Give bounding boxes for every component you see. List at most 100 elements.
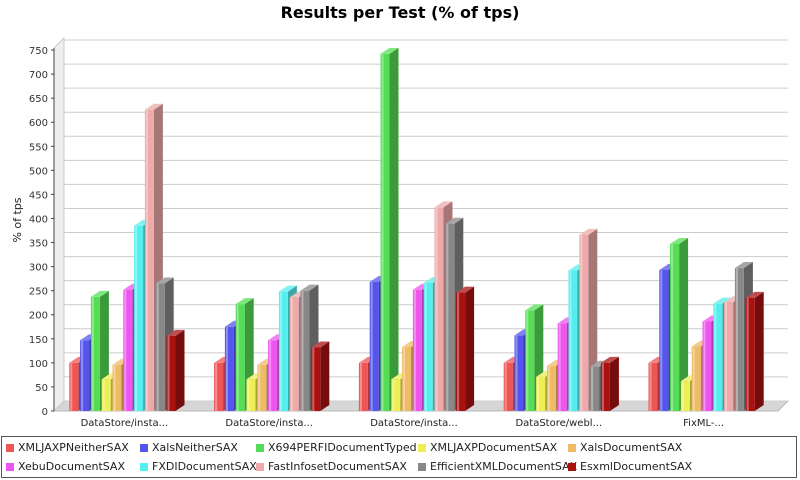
bar-highlight <box>156 283 159 411</box>
chart-title: Results per Test (% of tps) <box>281 3 520 22</box>
y-tick-label: 150 <box>29 335 48 346</box>
bar-highlight <box>580 234 583 411</box>
bar <box>257 364 267 411</box>
bar <box>289 297 299 411</box>
bar-side <box>609 356 619 411</box>
bar <box>80 340 90 411</box>
bar-highlight <box>671 243 674 411</box>
legend-swatch <box>418 462 426 471</box>
bar <box>590 366 600 411</box>
bar-top <box>311 341 330 348</box>
bar-top <box>456 286 475 293</box>
bar-highlight <box>70 362 73 411</box>
bar-highlight <box>135 225 138 411</box>
y-tick-label: 650 <box>29 94 48 105</box>
bar-side <box>389 47 399 412</box>
bar-highlight <box>290 297 293 411</box>
bar-highlight <box>446 223 449 411</box>
bar-top <box>166 329 185 336</box>
y-tick-label: 100 <box>29 359 48 370</box>
legend-label: EsxmlDocumentSAX <box>580 460 693 473</box>
bar <box>568 270 578 411</box>
bar-side <box>754 291 764 411</box>
bar-highlight <box>457 292 460 411</box>
bar <box>112 364 122 411</box>
bar <box>358 362 368 411</box>
bar-highlight <box>258 364 261 411</box>
bar-highlight <box>601 362 604 411</box>
bar-highlight <box>649 362 652 411</box>
bar-highlight <box>145 109 148 412</box>
bar-highlight <box>703 321 706 411</box>
bar-highlight <box>660 269 663 411</box>
legend-item: XalsNeitherSAX <box>140 441 238 454</box>
legend-swatch <box>568 462 576 471</box>
bar <box>691 346 701 411</box>
bar <box>445 223 455 411</box>
y-tick-label: 300 <box>29 263 48 274</box>
bar-top <box>745 291 764 298</box>
bar <box>369 282 379 411</box>
bar <box>423 282 433 411</box>
bar <box>503 362 513 411</box>
bar-highlight <box>714 303 717 411</box>
bar-highlight <box>113 364 116 411</box>
bar <box>224 326 234 411</box>
legend: XMLJAXPNeitherSAX XalsNeitherSAX X694PERFI… <box>1 436 797 478</box>
bar <box>311 347 321 411</box>
bar-side <box>320 341 330 411</box>
bar-top <box>155 277 174 284</box>
bar-highlight <box>91 296 94 411</box>
bar <box>144 109 154 412</box>
bar-highlight <box>167 335 170 411</box>
bar <box>69 362 79 411</box>
bar-highlight <box>526 310 529 411</box>
bar-top <box>235 298 254 305</box>
bar <box>300 290 310 411</box>
y-tick-label: 0 <box>42 407 48 418</box>
legend-item: EfficientXMLDocumentSAX <box>418 460 577 473</box>
bar <box>155 283 165 411</box>
bar-highlight <box>225 326 228 411</box>
legend-label: EfficientXMLDocumentSAX <box>430 460 578 473</box>
bar-highlight <box>269 340 272 411</box>
bar-highlight <box>735 268 738 411</box>
legend-label: X694PERFIDocumentTyped <box>268 441 417 454</box>
bar <box>525 310 535 411</box>
bar-highlight <box>81 340 84 411</box>
bar <box>734 268 744 411</box>
bar <box>557 323 567 411</box>
bar-highlight <box>591 366 594 411</box>
bar-top <box>525 304 544 311</box>
bar-top <box>144 103 163 110</box>
bar <box>600 362 610 411</box>
bar <box>268 340 278 411</box>
plot-area: 0 50 100 150 200 250 300 350 400 450 500 550 600 650 7… <box>29 36 790 429</box>
bar-highlight <box>681 381 684 411</box>
bar <box>536 376 546 411</box>
bar-highlight <box>558 323 561 411</box>
bar <box>246 379 256 411</box>
x-tick-label: DataStore/webl... <box>515 418 602 429</box>
bar-side <box>465 286 475 411</box>
legend-swatch <box>256 443 264 452</box>
bar-top <box>300 284 319 291</box>
y-tick-label: 400 <box>29 214 48 225</box>
bar-highlight <box>515 335 518 411</box>
bar-top <box>380 47 399 54</box>
bar-highlight <box>537 376 540 411</box>
bar <box>546 365 556 411</box>
bar <box>278 291 288 411</box>
legend-label: FXDIDocumentSAX <box>152 460 257 473</box>
y-axis-label: % of tps <box>11 197 24 242</box>
bar-highlight <box>746 297 749 411</box>
legend-label: XMLJAXPDocumentSAX <box>430 441 558 454</box>
legend-item: XebuDocumentSAX <box>6 460 125 473</box>
bar <box>579 234 589 411</box>
y-tick-label: 50 <box>35 383 48 394</box>
legend-item: X694PERFIDocumentTyped <box>256 441 417 454</box>
x-tick-label: FixML-... <box>683 418 724 429</box>
y-tick-label: 350 <box>29 239 48 250</box>
legend-swatch <box>6 462 14 471</box>
bar-highlight <box>359 362 362 411</box>
